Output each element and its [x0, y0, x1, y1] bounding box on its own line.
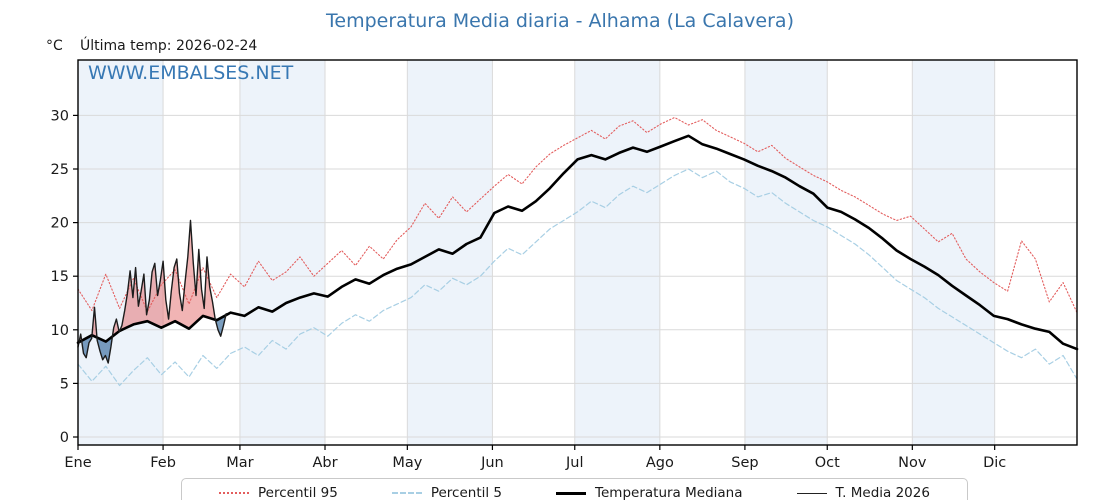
legend-item-percentil-5: Percentil 5	[391, 485, 503, 500]
x-tick-label: Jul	[565, 455, 584, 471]
x-tick-label: Dic	[983, 455, 1006, 471]
legend-item-t-media-2026: T. Media 2026	[796, 485, 930, 500]
x-tick-label: Jun	[480, 455, 504, 471]
plot-border	[77, 59, 1078, 446]
chart-title: Temperatura Media diaria - Alhama (La Ca…	[326, 10, 794, 32]
legend-swatch-dotted	[219, 492, 250, 494]
legend: Percentil 95 Percentil 5 Temperatura Media…	[181, 478, 968, 500]
last-temp-label: Última temp: 2026-02-24	[80, 38, 258, 54]
legend-swatch-thick	[556, 491, 587, 495]
fill-below-median	[97, 336, 113, 363]
watermark-text: WWW.EMBALSES.NET	[88, 62, 294, 84]
y-tick-label: 25	[51, 162, 69, 178]
x-tick-label: Ago	[646, 455, 674, 471]
y-tick-label: 10	[51, 323, 69, 339]
x-tick-label: Oct	[815, 455, 840, 471]
y-tick-label: 0	[60, 430, 69, 446]
x-tick-label: Abr	[312, 455, 337, 471]
legend-swatch-dashed	[391, 492, 422, 494]
month-band	[239, 60, 326, 445]
month-band	[78, 60, 164, 445]
legend-label: T. Media 2026	[835, 485, 930, 500]
series-line-t-media-2026	[77, 219, 227, 364]
x-tick-label: May	[392, 455, 422, 471]
legend-label: Temperatura Mediana	[595, 485, 743, 500]
x-tick-label: Sep	[731, 455, 758, 471]
series-line-percentil-95	[77, 116, 1078, 314]
legend-swatch-thin	[796, 492, 827, 494]
legend-label: Percentil 95	[258, 485, 338, 500]
y-tick-label: 5	[60, 376, 69, 392]
x-tick-label: Feb	[150, 455, 176, 471]
series-line-temperatura-mediana	[76, 134, 1079, 351]
y-tick-label: 30	[51, 108, 69, 124]
month-band	[574, 60, 660, 445]
legend-label: Percentil 5	[430, 485, 503, 500]
month-band	[744, 60, 828, 445]
y-tick-label: 15	[51, 269, 69, 285]
legend-item-temperatura-mediana: Temperatura Mediana	[556, 485, 743, 500]
series-line-percentil-5	[77, 168, 1078, 387]
month-band	[912, 60, 995, 445]
legend-item-percentil-95: Percentil 95	[219, 485, 338, 500]
y-tick-label: 20	[51, 216, 69, 232]
x-tick-label: Mar	[226, 455, 253, 471]
y-axis-unit-label: °C	[46, 38, 63, 54]
x-tick-label: Ene	[64, 455, 91, 471]
x-tick-label: Nov	[898, 455, 927, 471]
